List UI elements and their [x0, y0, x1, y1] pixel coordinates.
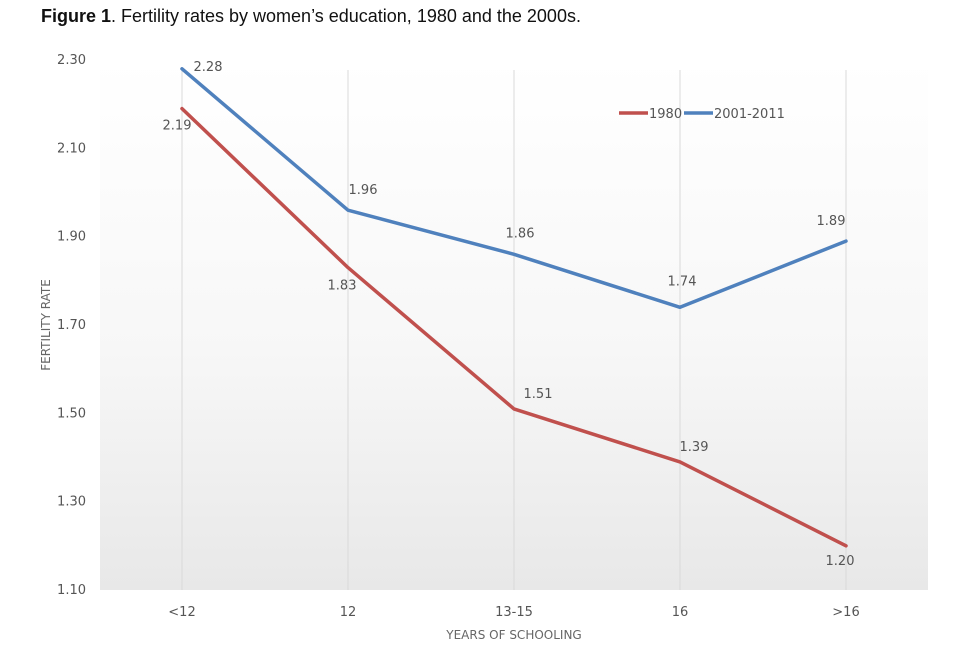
y-axis-title: FERTILITY RATE	[39, 279, 53, 371]
x-tick-label: 12	[340, 605, 357, 620]
data-label-1980-1: 1.83	[328, 279, 357, 294]
y-tick-label: 1.50	[57, 406, 86, 421]
data-label-1980-4: 1.20	[826, 554, 855, 569]
data-labels: 2.19 1.83 1.51 1.39 1.20 2.28 1.96 1.86 1.74 1.89	[163, 60, 855, 569]
y-tick-label: 2.10	[57, 141, 86, 156]
x-axis-title: YEARS OF SCHOOLING	[445, 628, 581, 642]
data-label-20012011-3: 1.74	[668, 274, 697, 289]
data-label-1980-3: 1.39	[680, 440, 709, 455]
legend-label-2001-2011: 2001-2011	[714, 107, 785, 122]
y-tick-label: 1.90	[57, 230, 86, 245]
data-label-20012011-0: 2.28	[194, 60, 223, 75]
figure-title: Figure 1. Fertility rates by women’s edu…	[41, 6, 581, 27]
figure-label: Figure 1	[41, 6, 112, 26]
legend: 1980 2001-2011	[619, 107, 785, 122]
x-tick-label: <12	[168, 605, 195, 620]
figure-caption: . Fertility rates by women’s education, …	[111, 6, 581, 26]
y-tick-label: 2.30	[57, 53, 86, 68]
x-tick-label: >16	[832, 605, 859, 620]
data-label-1980-2: 1.51	[524, 387, 553, 402]
series-line-2001-2011	[180, 67, 848, 310]
data-label-20012011-4: 1.89	[817, 214, 846, 229]
data-label-20012011-2: 1.86	[506, 226, 535, 241]
y-tick-label: 1.30	[57, 495, 86, 510]
gridlines	[181, 70, 847, 590]
series-line-1980	[180, 106, 848, 548]
data-label-20012011-1: 1.96	[349, 183, 378, 198]
legend-label-1980: 1980	[649, 107, 682, 122]
x-tick-label: 13-15	[495, 605, 533, 620]
x-tick-label: 16	[672, 605, 689, 620]
x-axis-ticks: <12 12 13-15 16 >16	[168, 605, 859, 620]
y-axis-ticks: 1.10 1.30 1.50 1.70 1.90 2.10 2.30	[57, 53, 86, 598]
data-label-1980-0: 2.19	[163, 119, 192, 134]
series-lines	[180, 67, 848, 548]
y-tick-label: 1.10	[57, 583, 86, 598]
y-tick-label: 1.70	[57, 318, 86, 333]
